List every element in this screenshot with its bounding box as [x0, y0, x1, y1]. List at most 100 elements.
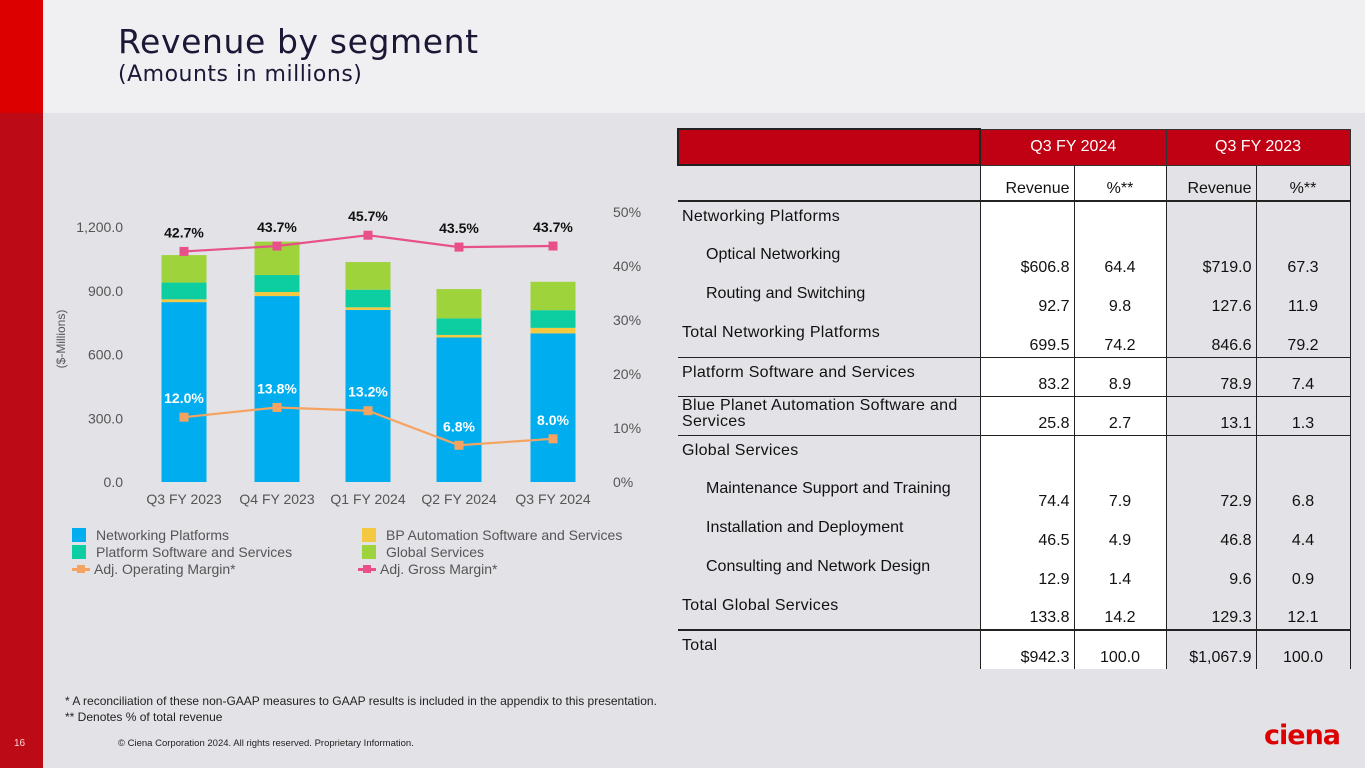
row-label: Platform Software and Services — [678, 356, 980, 396]
line-marker — [548, 241, 558, 251]
data-label: 8.0% — [537, 412, 569, 428]
table-row: Consulting and Network Design 12.9 1.4 9.6 0… — [678, 552, 1351, 591]
cell-revenue-q3-fy2024 — [979, 434, 1074, 474]
line-marker — [363, 230, 373, 240]
y-tick-label: 900.0 — [88, 283, 123, 299]
y-tick-label: 600.0 — [88, 347, 123, 363]
legend-label: Networking Platforms — [96, 527, 230, 543]
cell-percent-q3-fy2023: 100.0 — [1255, 629, 1351, 669]
cell-percent-q3-fy2024: 7.9 — [1073, 474, 1166, 513]
table-row: Total Global Services 133.8 14.2 129.3 12.1 — [678, 591, 1351, 630]
bar-segment-platform-software-and-services — [530, 310, 576, 328]
cell-percent-q3-fy2024: 64.4 — [1073, 240, 1166, 279]
cell-revenue-q3-fy2023: 72.9 — [1165, 474, 1256, 513]
cell-revenue-q3-fy2024: 92.7 — [979, 279, 1074, 318]
bar-segment-global-services — [436, 289, 482, 319]
x-tick-label: Q3 FY 2024 — [515, 491, 590, 507]
row-label: Installation and Deployment — [678, 513, 980, 552]
cell-percent-q3-fy2024 — [1073, 434, 1166, 474]
bar-segment-platform-software-and-services — [436, 318, 482, 335]
legend-swatch — [72, 528, 86, 542]
x-tick-label: Q3 FY 2023 — [146, 491, 221, 507]
line-marker — [272, 241, 282, 251]
table-row: Blue Planet Automation Software and Serv… — [678, 395, 1351, 435]
x-tick-label: Q2 FY 2024 — [421, 491, 496, 507]
period-header-q3-fy2023: Q3 FY 2023 — [1165, 128, 1351, 166]
table-row: Maintenance Support and Training 74.4 7.9 7… — [678, 474, 1351, 513]
table-header-blank — [677, 128, 981, 166]
cell-percent-q3-fy2023: 11.9 — [1255, 279, 1351, 318]
line-marker — [272, 402, 282, 412]
period-header-q3-fy2024: Q3 FY 2024 — [979, 128, 1167, 166]
table-row: Total $942.3 100.0 $1,067.9 100.0 — [678, 629, 1351, 669]
row-label: Total Global Services — [678, 591, 980, 630]
data-label: 12.0% — [164, 390, 204, 406]
legend-label: Platform Software and Services — [96, 544, 293, 560]
bar-segment-bp-automation-software-and-services — [254, 292, 300, 297]
bar-segment-global-services — [161, 255, 207, 283]
legend-item-global-services: Global Services — [362, 544, 484, 560]
subheader-blank — [678, 165, 980, 201]
legend-label: Adj. Gross Margin* — [380, 561, 498, 577]
cell-revenue-q3-fy2024: 74.4 — [979, 474, 1074, 513]
bar-segment-networking-platforms — [436, 337, 482, 482]
bar-segment-networking-platforms — [161, 302, 207, 482]
cell-percent-q3-fy2024 — [1073, 200, 1166, 240]
y-tick-label: 0.0 — [104, 474, 124, 490]
legend-label: Global Services — [386, 544, 485, 560]
bar-segment-bp-automation-software-and-services — [345, 307, 391, 310]
bar-segment-global-services — [530, 281, 576, 311]
legend-item-networking-platforms: Networking Platforms — [72, 527, 229, 543]
ciena-logo: ciena — [1264, 720, 1341, 751]
cell-percent-q3-fy2023: 7.4 — [1255, 356, 1351, 396]
data-label: 13.2% — [348, 384, 388, 400]
copyright: © Ciena Corporation 2024. All rights res… — [118, 738, 414, 749]
cell-revenue-q3-fy2024: 12.9 — [979, 552, 1074, 591]
page-number: 16 — [14, 738, 26, 749]
data-label: 45.7% — [348, 208, 388, 224]
cell-percent-q3-fy2023: 12.1 — [1255, 591, 1351, 630]
table-row: Total Networking Platforms 699.5 74.2 846.6… — [678, 318, 1351, 357]
row-label: Optical Networking — [678, 240, 980, 279]
row-label: Total — [678, 629, 980, 669]
left-accent-strip-top — [0, 0, 43, 113]
legend-swatch — [362, 545, 376, 559]
cell-revenue-q3-fy2023: 129.3 — [1165, 591, 1256, 630]
bar-segment-platform-software-and-services — [345, 289, 391, 308]
cell-percent-q3-fy2024: 4.9 — [1073, 513, 1166, 552]
table-row: Routing and Switching 92.7 9.8 127.6 11.9 — [678, 279, 1351, 318]
table-header-row: Q3 FY 2024 Q3 FY 2023 — [677, 128, 1351, 166]
legend-line-marker — [358, 564, 376, 573]
slide-header — [43, 0, 1365, 113]
line-marker — [454, 242, 464, 252]
subheader-percent: %** — [1073, 165, 1166, 201]
y-tick-label: 300.0 — [88, 410, 123, 426]
y2-tick-label: 0% — [613, 474, 633, 490]
cell-percent-q3-fy2024: 9.8 — [1073, 279, 1166, 318]
y2-tick-label: 50% — [613, 204, 641, 220]
table-subheader-row: Revenue %** Revenue %** — [678, 165, 1351, 201]
row-label: Blue Planet Automation Software and Serv… — [678, 395, 980, 435]
cell-revenue-q3-fy2023: 46.8 — [1165, 513, 1256, 552]
y2-tick-label: 10% — [613, 420, 641, 436]
cell-revenue-q3-fy2024: 46.5 — [979, 513, 1074, 552]
row-label: Total Networking Platforms — [678, 318, 980, 357]
revenue-chart: 12.0% 13.8% 13.2% 6.8% 8.0% 42.7% 43.7% 45.7% 43… — [54, 204, 641, 507]
left-accent-strip — [0, 0, 43, 768]
cell-revenue-q3-fy2024: $942.3 — [979, 629, 1074, 669]
cell-percent-q3-fy2023 — [1255, 434, 1351, 474]
bar-segment-platform-software-and-services — [161, 282, 207, 300]
cell-revenue-q3-fy2023: $1,067.9 — [1165, 629, 1256, 669]
cell-revenue-q3-fy2023: 78.9 — [1165, 356, 1256, 396]
cell-revenue-q3-fy2024: $606.8 — [979, 240, 1074, 279]
bar-segment-bp-automation-software-and-services — [530, 327, 576, 334]
cell-percent-q3-fy2023: 4.4 — [1255, 513, 1351, 552]
y2-tick-label: 40% — [613, 258, 641, 274]
legend-item-platform-software: Platform Software and Services — [72, 544, 292, 560]
cell-revenue-q3-fy2024 — [979, 200, 1074, 240]
cell-revenue-q3-fy2024: 133.8 — [979, 591, 1074, 630]
legend-swatch — [362, 528, 376, 542]
cell-percent-q3-fy2024: 14.2 — [1073, 591, 1166, 630]
x-tick-label: Q4 FY 2023 — [239, 491, 314, 507]
table-row: Networking Platforms — [678, 200, 1351, 240]
